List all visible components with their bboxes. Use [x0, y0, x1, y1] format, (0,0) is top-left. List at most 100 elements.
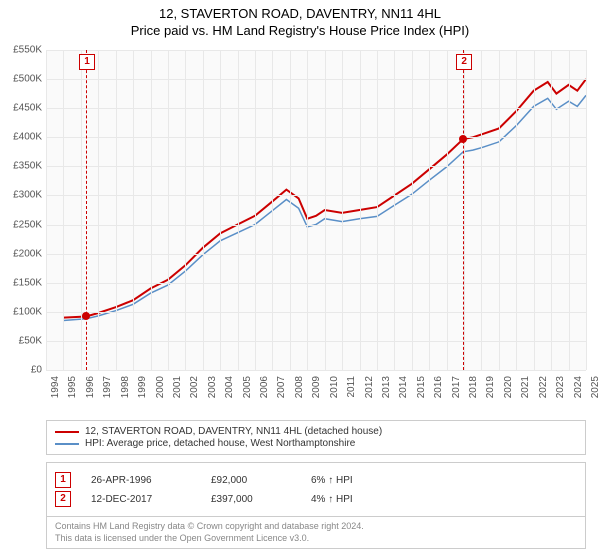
x-tick-label: 1997 [102, 376, 113, 398]
y-tick-label: £350K [13, 161, 42, 172]
event-table-pct: 4% ↑ HPI [311, 494, 391, 505]
gridline-h [46, 312, 586, 313]
title-main: 12, STAVERTON ROAD, DAVENTRY, NN11 4HL [0, 6, 600, 21]
gridline-v [499, 50, 500, 370]
event-table-row: 126-APR-1996£92,0006% ↑ HPI [55, 472, 577, 488]
event-table-price: £397,000 [211, 494, 291, 505]
x-tick-label: 2024 [573, 376, 584, 398]
event-line [86, 50, 87, 370]
x-tick-label: 1999 [137, 376, 148, 398]
gridline-h [46, 254, 586, 255]
x-tick-label: 2007 [276, 376, 287, 398]
y-tick-label: £450K [13, 103, 42, 114]
x-tick-label: 2008 [294, 376, 305, 398]
x-tick-label: 2003 [207, 376, 218, 398]
gridline-h [46, 166, 586, 167]
event-table-date: 12-DEC-2017 [91, 494, 191, 505]
gridline-v [46, 50, 47, 370]
gridline-h [46, 283, 586, 284]
y-tick-label: £300K [13, 190, 42, 201]
event-table-price: £92,000 [211, 475, 291, 486]
gridline-v [151, 50, 152, 370]
gridline-v [133, 50, 134, 370]
gridline-h [46, 108, 586, 109]
gridline-h [46, 341, 586, 342]
x-tick-label: 2001 [172, 376, 183, 398]
gridline-h [46, 50, 586, 51]
line-series-svg [46, 50, 586, 370]
x-tick-label: 2004 [224, 376, 235, 398]
footer-attribution: Contains HM Land Registry data © Crown c… [46, 516, 586, 549]
y-tick-label: £400K [13, 132, 42, 143]
plot-area: 12 [46, 50, 586, 370]
gridline-h [46, 137, 586, 138]
event-badge: 1 [79, 54, 95, 70]
x-tick-label: 2019 [485, 376, 496, 398]
x-tick-label: 1998 [120, 376, 131, 398]
y-axis: £0£50K£100K£150K£200K£250K£300K£350K£400… [0, 50, 46, 370]
gridline-v [569, 50, 570, 370]
x-tick-label: 2000 [155, 376, 166, 398]
legend-row: 12, STAVERTON ROAD, DAVENTRY, NN11 4HL (… [55, 426, 577, 437]
gridline-h [46, 195, 586, 196]
gridline-v [272, 50, 273, 370]
gridline-v [342, 50, 343, 370]
y-tick-label: £500K [13, 74, 42, 85]
x-tick-label: 2013 [381, 376, 392, 398]
x-tick-label: 2012 [364, 376, 375, 398]
x-tick-label: 2010 [329, 376, 340, 398]
legend-swatch [55, 431, 79, 433]
gridline-v [290, 50, 291, 370]
gridline-h [46, 79, 586, 80]
title-subtitle: Price paid vs. HM Land Registry's House … [0, 23, 600, 38]
gridline-h [46, 225, 586, 226]
gridline-v [586, 50, 587, 370]
x-tick-label: 2021 [520, 376, 531, 398]
gridline-v [394, 50, 395, 370]
gridline-v [551, 50, 552, 370]
x-tick-label: 2002 [189, 376, 200, 398]
legend-label: 12, STAVERTON ROAD, DAVENTRY, NN11 4HL (… [85, 426, 382, 437]
gridline-v [464, 50, 465, 370]
x-tick-label: 2014 [398, 376, 409, 398]
gridline-v [168, 50, 169, 370]
x-tick-label: 2017 [451, 376, 462, 398]
event-marker [82, 312, 90, 320]
y-tick-label: £100K [13, 306, 42, 317]
legend-swatch [55, 443, 79, 445]
x-tick-label: 2018 [468, 376, 479, 398]
chart-container: 12, STAVERTON ROAD, DAVENTRY, NN11 4HL P… [0, 0, 600, 560]
x-tick-label: 2009 [311, 376, 322, 398]
event-badge: 2 [456, 54, 472, 70]
x-tick-label: 2006 [259, 376, 270, 398]
footer-line1: Contains HM Land Registry data © Crown c… [55, 521, 577, 533]
event-marker [459, 135, 467, 143]
gridline-v [534, 50, 535, 370]
x-tick-label: 1995 [67, 376, 78, 398]
events-table: 126-APR-1996£92,0006% ↑ HPI212-DEC-2017£… [46, 462, 586, 517]
gridline-v [325, 50, 326, 370]
gridline-v [63, 50, 64, 370]
gridline-v [429, 50, 430, 370]
x-tick-label: 2005 [242, 376, 253, 398]
gridline-v [255, 50, 256, 370]
y-tick-label: £200K [13, 248, 42, 259]
legend-row: HPI: Average price, detached house, West… [55, 438, 577, 449]
gridline-v [81, 50, 82, 370]
x-tick-label: 2022 [538, 376, 549, 398]
gridline-v [185, 50, 186, 370]
x-tick-label: 1996 [85, 376, 96, 398]
event-table-date: 26-APR-1996 [91, 475, 191, 486]
y-tick-label: £550K [13, 45, 42, 56]
x-tick-label: 2015 [416, 376, 427, 398]
event-line [463, 50, 464, 370]
gridline-v [98, 50, 99, 370]
gridline-v [412, 50, 413, 370]
gridline-v [481, 50, 482, 370]
x-tick-label: 1994 [50, 376, 61, 398]
gridline-v [360, 50, 361, 370]
gridline-v [238, 50, 239, 370]
event-table-row: 212-DEC-2017£397,0004% ↑ HPI [55, 491, 577, 507]
x-tick-label: 2016 [433, 376, 444, 398]
gridline-v [307, 50, 308, 370]
